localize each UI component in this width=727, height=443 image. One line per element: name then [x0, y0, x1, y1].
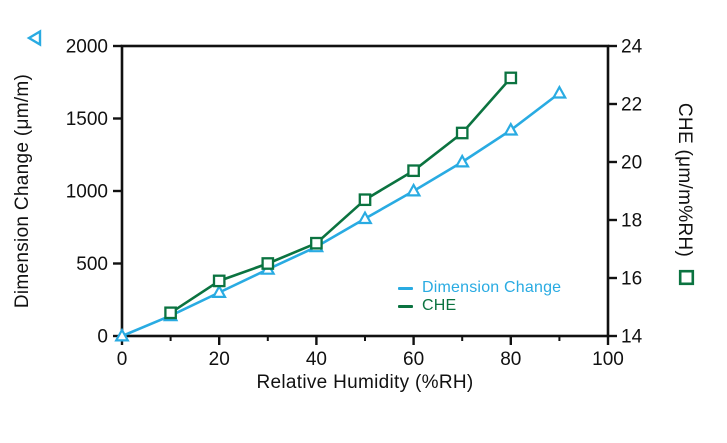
x-axis-ticks: 0 20 40 60 80 100	[117, 336, 624, 370]
left-axis-triangle-marker-icon	[26, 29, 42, 47]
x-tick-label: 100	[592, 349, 624, 370]
data-point-marker	[357, 210, 373, 225]
x-tick-label: 80	[500, 349, 521, 370]
x-tick-label: 60	[403, 349, 424, 370]
right-axis-ticks: 14 16 18 20 22 24	[608, 37, 643, 348]
right-tick-label: 20	[621, 153, 642, 174]
data-point-marker	[114, 327, 130, 342]
data-point-marker	[455, 126, 469, 140]
left-axis-ticks: 0 500 1000 1500 2000	[66, 37, 122, 348]
left-tick-label: 1500	[66, 109, 108, 130]
data-point-marker	[504, 71, 518, 85]
data-point-marker	[212, 274, 226, 288]
left-tick-label: 1000	[66, 182, 108, 203]
data-point-marker	[407, 164, 420, 178]
legend: Dimension Change CHE	[398, 279, 562, 314]
data-point-marker	[261, 257, 275, 270]
data-point-marker	[164, 306, 177, 320]
data-point-marker	[358, 193, 372, 207]
legend-item-che: CHE	[398, 297, 561, 314]
x-axis-title: Relative Humidity (%RH)	[256, 372, 474, 393]
data-point-marker	[551, 84, 568, 99]
legend-label: CHE	[422, 297, 457, 314]
data-point-marker	[454, 153, 470, 168]
right-tick-label: 14	[621, 327, 643, 348]
x-tick-label: 40	[306, 349, 327, 370]
data-point-marker	[503, 121, 519, 136]
left-tick-label: 500	[76, 254, 108, 275]
right-axis-square-marker-icon	[678, 269, 695, 286]
left-tick-label: 0	[97, 327, 108, 348]
legend-label: Dimension Change	[422, 279, 562, 296]
right-tick-label: 16	[621, 269, 642, 290]
data-point-marker	[310, 236, 323, 250]
left-axis-title: Dimension Change (μm/m)	[12, 73, 33, 309]
left-tick-label: 2000	[66, 37, 108, 58]
x-tick-label: 20	[209, 349, 230, 370]
legend-item-dimension-change: Dimension Change	[398, 279, 562, 296]
right-tick-label: 18	[621, 211, 642, 232]
right-axis-title: CHE (μm/m%RH)	[674, 102, 695, 258]
data-point-marker	[211, 284, 227, 298]
series-che	[164, 71, 518, 320]
x-tick-label: 0	[117, 349, 128, 370]
right-tick-label: 24	[621, 37, 643, 58]
che-swatch	[398, 304, 413, 308]
dimension-change-swatch	[398, 286, 413, 290]
data-point-marker	[405, 182, 422, 197]
right-tick-label: 22	[621, 95, 642, 116]
